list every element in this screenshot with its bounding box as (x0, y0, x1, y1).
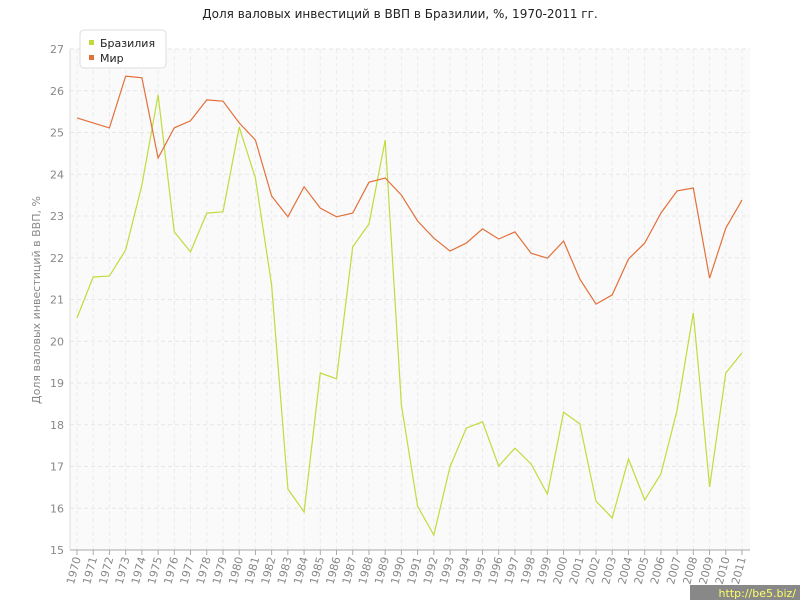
y-tick-label: 26 (50, 85, 64, 98)
y-tick-label: 15 (50, 544, 64, 557)
y-tick-label: 27 (50, 43, 64, 56)
series-line (76, 75, 743, 305)
y-tick-label: 23 (50, 210, 64, 223)
y-tick-label: 16 (50, 502, 64, 515)
series-line (76, 94, 743, 537)
watermark-bg (690, 585, 800, 600)
y-axis-label: Доля валовых инвестиций в ВВП, % (30, 196, 43, 404)
y-tick-label: 22 (50, 252, 64, 265)
legend-swatch (89, 40, 94, 45)
legend-label: Мир (100, 52, 124, 65)
legend-label: Бразилия (100, 37, 155, 50)
chart-title: Доля валовых инвестиций в ВВП в Бразилии… (202, 7, 597, 21)
y-tick-label: 18 (50, 419, 64, 432)
y-tick-label: 19 (50, 377, 64, 390)
watermark: http://be5.biz/ (719, 587, 797, 600)
legend-box (79, 29, 167, 69)
y-tick-label: 21 (50, 294, 64, 307)
y-tick-label: 25 (50, 127, 64, 140)
legend-swatch (89, 55, 94, 60)
y-tick-label: 17 (50, 461, 64, 474)
y-tick-label: 20 (50, 335, 64, 348)
y-tick-label: 24 (50, 168, 64, 181)
